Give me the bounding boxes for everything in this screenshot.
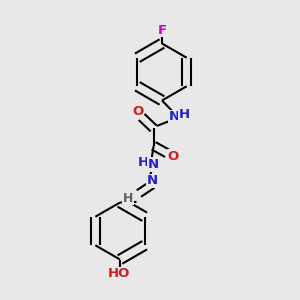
Text: HO: HO bbox=[107, 267, 130, 280]
Text: H: H bbox=[138, 156, 149, 170]
Text: N: N bbox=[147, 174, 158, 188]
Text: N: N bbox=[169, 110, 180, 124]
Text: O: O bbox=[167, 150, 179, 163]
Text: N: N bbox=[147, 158, 159, 171]
Text: H: H bbox=[123, 191, 133, 205]
Text: O: O bbox=[132, 105, 143, 118]
Text: H: H bbox=[178, 108, 190, 121]
Text: F: F bbox=[158, 23, 166, 37]
